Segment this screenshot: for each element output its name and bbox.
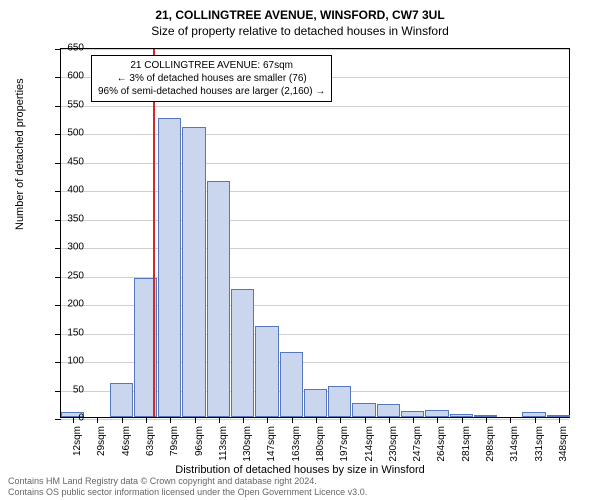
histogram-bar — [110, 383, 133, 417]
property-marker-line — [153, 49, 155, 417]
histogram-bar — [255, 326, 278, 417]
x-tick-label: 281sqm — [461, 426, 472, 466]
y-tick-label: 0 — [78, 413, 84, 424]
y-tick-label: 350 — [67, 213, 84, 224]
y-tick-label: 600 — [67, 71, 84, 82]
chart-title-address: 21, COLLINGTREE AVENUE, WINSFORD, CW7 3U… — [0, 0, 600, 22]
histogram-bar — [207, 181, 230, 417]
y-tick-label: 450 — [67, 156, 84, 167]
x-tick-label: 79sqm — [169, 426, 180, 466]
annotation-line3: 96% of semi-detached houses are larger (… — [98, 85, 325, 98]
x-tick-label: 96sqm — [194, 426, 205, 466]
histogram-bar — [231, 289, 254, 417]
y-tick-label: 200 — [67, 299, 84, 310]
annotation-line2: ← 3% of detached houses are smaller (76) — [98, 72, 325, 85]
chart-container: 21, COLLINGTREE AVENUE, WINSFORD, CW7 3U… — [0, 0, 600, 500]
x-tick-label: 130sqm — [242, 426, 253, 466]
annotation-box: 21 COLLINGTREE AVENUE: 67sqm ← 3% of det… — [91, 55, 332, 102]
histogram-bar — [182, 127, 205, 417]
footer-line1: Contains HM Land Registry data © Crown c… — [8, 476, 367, 487]
footer-attribution: Contains HM Land Registry data © Crown c… — [8, 476, 367, 498]
x-tick-label: 197sqm — [339, 426, 350, 466]
histogram-bar — [425, 410, 448, 417]
x-tick-label: 29sqm — [96, 426, 107, 466]
y-tick-label: 150 — [67, 327, 84, 338]
x-tick-label: 331sqm — [534, 426, 545, 466]
plot-area: 21 COLLINGTREE AVENUE: 67sqm ← 3% of det… — [60, 48, 570, 418]
x-tick-label: 298sqm — [485, 426, 496, 466]
y-tick-label: 50 — [73, 384, 84, 395]
histogram-bar — [304, 389, 327, 417]
footer-line2: Contains OS public sector information li… — [8, 487, 367, 498]
chart-subtitle: Size of property relative to detached ho… — [0, 22, 600, 38]
histogram-bar — [280, 352, 303, 417]
histogram-bar — [158, 118, 181, 417]
y-tick-label: 400 — [67, 185, 84, 196]
x-tick-label: 214sqm — [364, 426, 375, 466]
x-tick-label: 348sqm — [558, 426, 569, 466]
x-tick-label: 12sqm — [72, 426, 83, 466]
x-tick-label: 163sqm — [291, 426, 302, 466]
annotation-line1: 21 COLLINGTREE AVENUE: 67sqm — [98, 59, 325, 72]
x-tick-label: 264sqm — [436, 426, 447, 466]
x-tick-label: 113sqm — [218, 426, 229, 466]
y-tick-label: 300 — [67, 242, 84, 253]
x-axis-title: Distribution of detached houses by size … — [0, 464, 600, 476]
x-tick-label: 180sqm — [315, 426, 326, 466]
x-tick-label: 230sqm — [388, 426, 399, 466]
histogram-bar — [352, 403, 375, 417]
y-tick-label: 250 — [67, 270, 84, 281]
y-tick-label: 100 — [67, 356, 84, 367]
x-tick-label: 63sqm — [145, 426, 156, 466]
y-tick-label: 550 — [67, 99, 84, 110]
histogram-bar — [328, 386, 351, 417]
y-axis-title: Number of detached properties — [14, 78, 26, 230]
y-tick-label: 500 — [67, 128, 84, 139]
x-tick-label: 147sqm — [266, 426, 277, 466]
x-tick-label: 247sqm — [412, 426, 423, 466]
x-tick-label: 314sqm — [509, 426, 520, 466]
y-tick-label: 650 — [67, 43, 84, 54]
x-tick-label: 46sqm — [121, 426, 132, 466]
histogram-bar — [377, 404, 400, 417]
